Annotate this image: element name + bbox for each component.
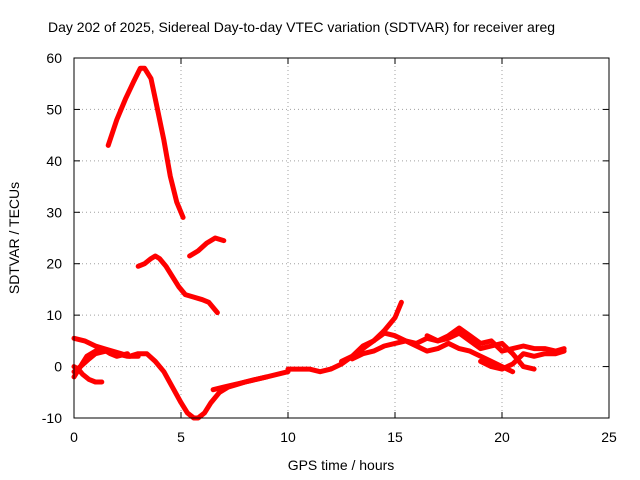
y-tick-label: 40 [46,153,62,169]
x-tick-label: 20 [494,429,510,445]
series-arc-13 [478,348,567,372]
x-axis-label: GPS time / hours [288,457,395,473]
series-arc-3 [187,235,227,259]
grid-layer [74,58,609,418]
y-tick-label: 50 [46,101,62,117]
series-arc-14 [499,343,567,354]
plot-frame [73,57,610,419]
series-arc-2 [135,253,220,316]
y-axis-label: SDTVAR / TECUs [6,182,22,294]
x-tick-label: 5 [177,429,185,445]
series-arc-7 [71,364,105,385]
y-tick-label: -10 [42,410,62,426]
x-tick-label: 10 [280,429,296,445]
series-arc-6 [71,346,130,380]
y-tick-label: 10 [46,307,62,323]
chart-title: Day 202 of 2025, Sidereal Day-to-day VTE… [48,19,555,35]
y-tick-label: 20 [46,256,62,272]
y-tick-label: 60 [46,50,62,66]
y-tick-label: 0 [54,359,62,375]
series-arc-8 [210,374,270,393]
x-tick-label: 25 [601,429,617,445]
x-tick-label: 0 [70,429,78,445]
series-arc-1 [105,65,186,220]
axis-layer: 0 5 10 15 20 25 -10 0 10 20 30 40 50 60 [42,50,617,445]
x-tick-label: 15 [387,429,403,445]
series-arc-11 [349,338,516,375]
series-layer [71,65,567,421]
series-arc-10 [339,325,505,364]
y-tick-label: 30 [46,204,62,220]
